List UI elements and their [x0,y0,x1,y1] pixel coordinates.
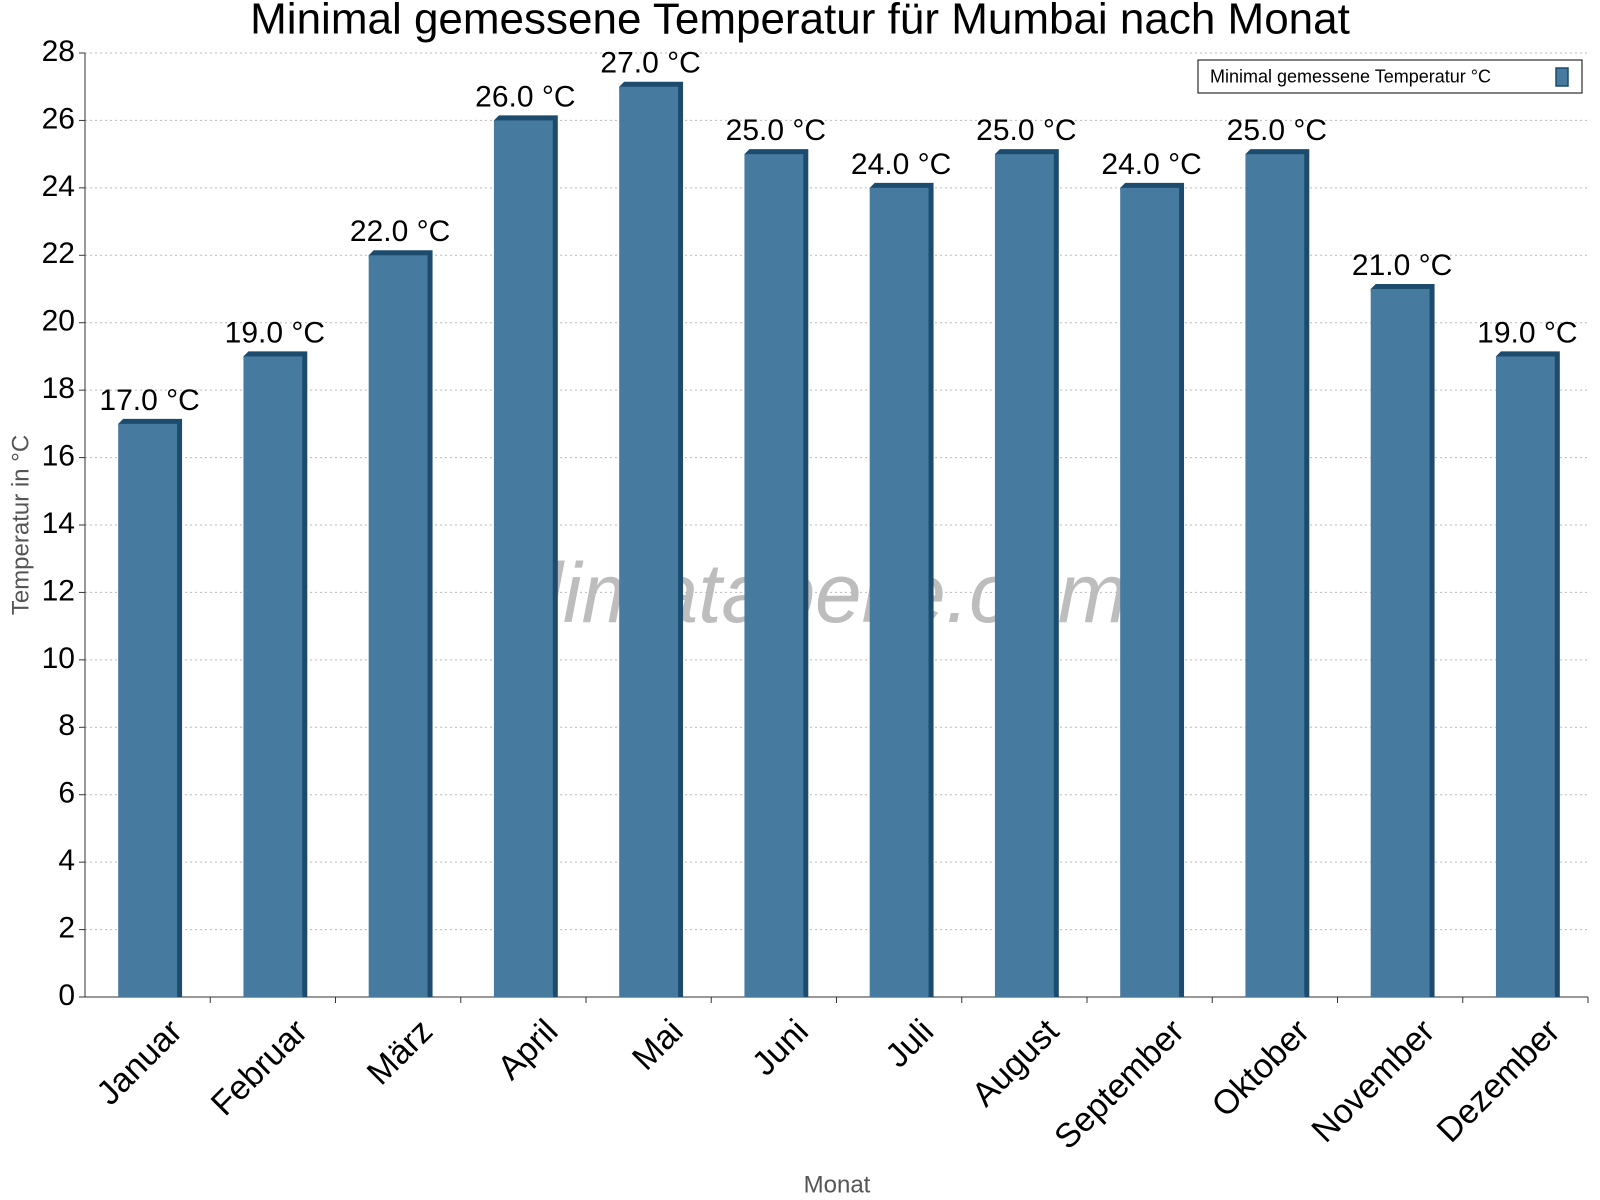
legend-box [1197,59,1583,94]
value-label: 25.0 °C [726,114,826,147]
y-tick-label: 28 [42,35,75,68]
bar [1370,289,1430,997]
bar [243,356,303,997]
x-tick-label: Mai [625,1012,691,1078]
x-tick-label: April [490,1012,565,1087]
bar [744,154,804,998]
x-tick-label: Februar [204,1012,315,1123]
y-tick-label: 12 [42,574,75,607]
value-label: 24.0 °C [851,148,951,181]
y-tick-label: 8 [58,709,75,742]
bar [869,187,929,997]
y-tick-label: 18 [42,372,75,405]
x-tick-label: Dezember [1430,1012,1568,1150]
x-tick-label: August [965,1012,1067,1114]
bar [994,154,1054,998]
value-label: 21.0 °C [1352,249,1452,282]
x-tick-label: September [1047,1012,1191,1156]
value-label: 25.0 °C [1227,114,1327,147]
x-tick-label: Juli [878,1012,941,1075]
x-tick-label: März [360,1012,440,1092]
legend: Minimal gemessene Temperatur °C [1197,59,1583,94]
y-tick-label: 16 [42,439,75,472]
value-label: 17.0 °C [99,384,199,417]
legend-swatch [1555,67,1569,87]
y-tick-label: 0 [58,979,75,1012]
y-tick-label: 14 [42,507,75,540]
x-tick-label: Oktober [1204,1012,1316,1124]
bar [619,86,679,997]
bar [1495,356,1555,997]
y-tick-label: 4 [58,844,75,877]
y-tick-label: 24 [42,170,75,203]
chart-title: Minimal gemessene Temperatur für Mumbai … [250,0,1350,44]
value-label: 25.0 °C [976,114,1076,147]
y-axis-label: Temperatur in °C [7,435,34,615]
value-label: 22.0 °C [350,215,450,248]
y-tick-label: 6 [58,777,75,810]
x-tick-label: November [1304,1012,1442,1150]
value-label: 19.0 °C [1477,316,1577,349]
bar [493,120,553,997]
x-axis-label: Monat [804,1171,871,1198]
legend-label: Minimal gemessene Temperatur °C [1210,66,1491,86]
y-tick-label: 22 [42,237,75,270]
bar [118,423,178,997]
bar [1245,154,1305,998]
y-tick-label: 2 [58,911,75,944]
value-label: 24.0 °C [1101,148,1201,181]
value-label: 19.0 °C [225,316,325,349]
y-tick-label: 20 [42,305,75,338]
x-tick-label: Juni [745,1012,816,1083]
y-tick-label: 26 [42,102,75,135]
y-tick-label: 10 [42,642,75,675]
x-tick-label: Januar [89,1012,189,1112]
bar [1120,187,1180,997]
bar [368,255,428,998]
value-label: 26.0 °C [475,80,575,113]
value-label: 27.0 °C [600,47,700,80]
